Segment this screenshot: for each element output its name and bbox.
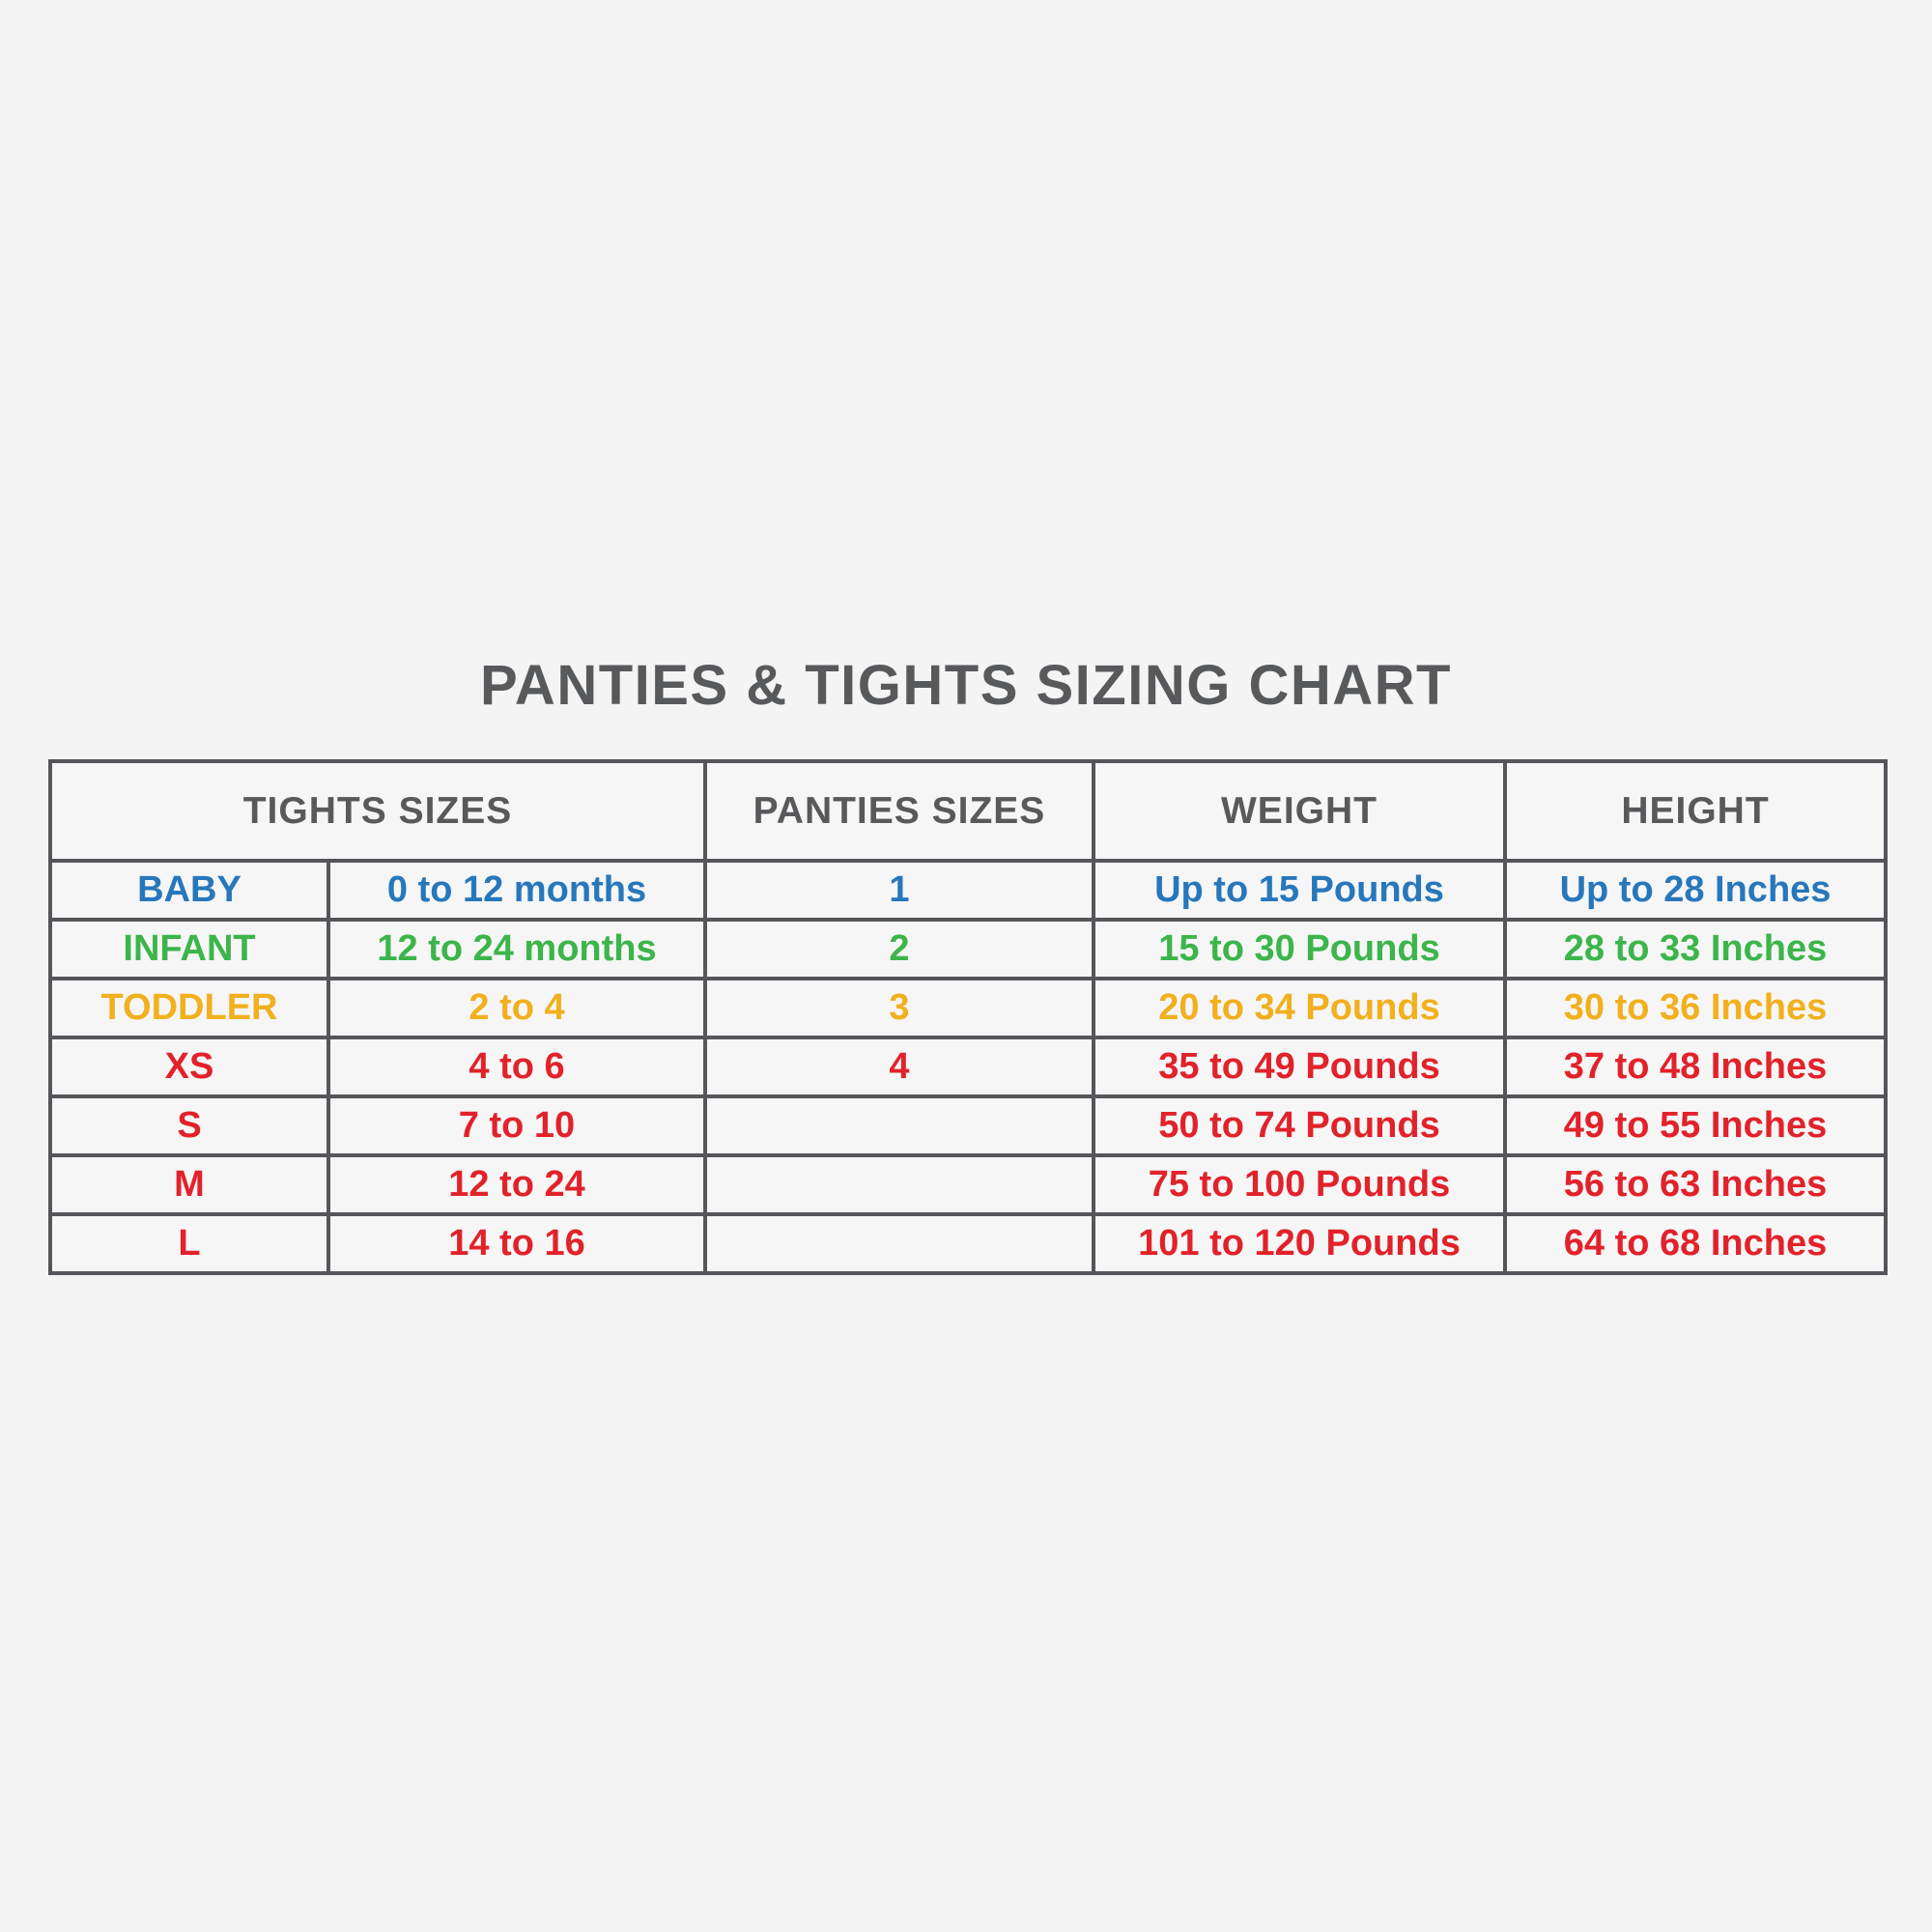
tights-range-cell: 14 to 16 — [327, 1212, 707, 1275]
table-row-s: S 7 to 10 50 to 74 Pounds 49 to 55 Inche… — [48, 1094, 1888, 1157]
table-row-toddler: TODDLER 2 to 4 3 20 to 34 Pounds 30 to 3… — [48, 977, 1888, 1039]
size-label-cell: S — [48, 1094, 330, 1157]
header-cell-height: HEIGHT — [1503, 759, 1888, 863]
weight-cell: 20 to 34 Pounds — [1092, 977, 1507, 1039]
panties-size-cell — [703, 1153, 1095, 1216]
size-label-cell: TODDLER — [48, 977, 330, 1039]
tights-range-cell: 0 to 12 months — [327, 859, 707, 922]
sizing-table: TIGHTS SIZES PANTIES SIZES WEIGHT HEIGHT… — [48, 759, 1888, 1275]
weight-cell: 101 to 120 Pounds — [1092, 1212, 1507, 1275]
height-cell: 56 to 63 Inches — [1503, 1153, 1888, 1216]
tights-range-cell: 12 to 24 — [327, 1153, 707, 1216]
panties-size-cell: 2 — [703, 918, 1095, 980]
tights-range-cell: 4 to 6 — [327, 1036, 707, 1098]
height-cell: 37 to 48 Inches — [1503, 1036, 1888, 1098]
panties-size-cell: 1 — [703, 859, 1095, 922]
table-row-l: L 14 to 16 101 to 120 Pounds 64 to 68 In… — [48, 1212, 1888, 1275]
table-row-xs: XS 4 to 6 4 35 to 49 Pounds 37 to 48 Inc… — [48, 1036, 1888, 1098]
table-row-infant: INFANT 12 to 24 months 2 15 to 30 Pounds… — [48, 918, 1888, 980]
panties-size-cell: 4 — [703, 1036, 1095, 1098]
weight-cell: Up to 15 Pounds — [1092, 859, 1507, 922]
size-label-cell: INFANT — [48, 918, 330, 980]
height-cell: 30 to 36 Inches — [1503, 977, 1888, 1039]
tights-range-cell: 12 to 24 months — [327, 918, 707, 980]
table-row-m: M 12 to 24 75 to 100 Pounds 56 to 63 Inc… — [48, 1153, 1888, 1216]
weight-cell: 35 to 49 Pounds — [1092, 1036, 1507, 1098]
weight-cell: 75 to 100 Pounds — [1092, 1153, 1507, 1216]
height-cell: 28 to 33 Inches — [1503, 918, 1888, 980]
height-cell: 64 to 68 Inches — [1503, 1212, 1888, 1275]
panties-size-cell — [703, 1094, 1095, 1157]
page-title: PANTIES & TIGHTS SIZING CHART — [480, 654, 1452, 717]
table-row-baby: BABY 0 to 12 months 1 Up to 15 Pounds Up… — [48, 859, 1888, 922]
panties-size-cell: 3 — [703, 977, 1095, 1039]
header-cell-panties-sizes: PANTIES SIZES — [703, 759, 1095, 863]
header-cell-tights-sizes: TIGHTS SIZES — [48, 759, 707, 863]
header-row: TIGHTS SIZES PANTIES SIZES WEIGHT HEIGHT — [48, 759, 1888, 863]
weight-cell: 15 to 30 Pounds — [1092, 918, 1507, 980]
weight-cell: 50 to 74 Pounds — [1092, 1094, 1507, 1157]
tights-range-cell: 2 to 4 — [327, 977, 707, 1039]
panties-size-cell — [703, 1212, 1095, 1275]
height-cell: Up to 28 Inches — [1503, 859, 1888, 922]
size-label-cell: L — [48, 1212, 330, 1275]
header-cell-weight: WEIGHT — [1092, 759, 1507, 863]
height-cell: 49 to 55 Inches — [1503, 1094, 1888, 1157]
tights-range-cell: 7 to 10 — [327, 1094, 707, 1157]
size-label-cell: XS — [48, 1036, 330, 1098]
size-label-cell: BABY — [48, 859, 330, 922]
size-label-cell: M — [48, 1153, 330, 1216]
